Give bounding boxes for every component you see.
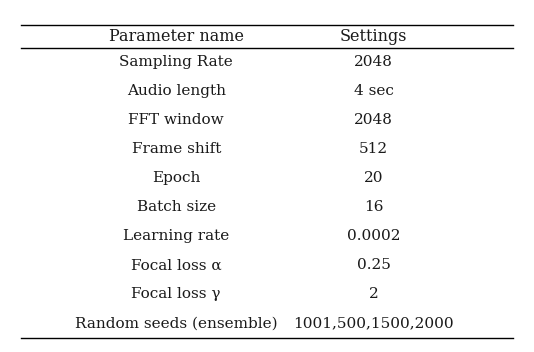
Text: 512: 512 (359, 142, 388, 156)
Text: Audio length: Audio length (127, 84, 226, 98)
Text: 0.25: 0.25 (357, 258, 391, 272)
Text: Focal loss α: Focal loss α (131, 258, 222, 272)
Text: FFT window: FFT window (128, 113, 224, 127)
Text: 20: 20 (364, 171, 383, 185)
Text: Epoch: Epoch (152, 171, 200, 185)
Text: Batch size: Batch size (137, 200, 216, 214)
Text: Frame shift: Frame shift (131, 142, 221, 156)
Text: 4 sec: 4 sec (354, 84, 394, 98)
Text: 1001,500,1500,2000: 1001,500,1500,2000 (294, 316, 454, 331)
Text: Parameter name: Parameter name (109, 27, 244, 45)
Text: Random seeds (ensemble): Random seeds (ensemble) (75, 316, 278, 331)
Text: Settings: Settings (340, 27, 407, 45)
Text: 2: 2 (369, 287, 379, 301)
Text: Focal loss γ: Focal loss γ (131, 287, 221, 301)
Text: 2048: 2048 (355, 55, 393, 69)
Text: Sampling Rate: Sampling Rate (119, 55, 233, 69)
Text: Learning rate: Learning rate (123, 229, 229, 243)
Text: 0.0002: 0.0002 (347, 229, 400, 243)
Text: 2048: 2048 (355, 113, 393, 127)
Text: 16: 16 (364, 200, 383, 214)
